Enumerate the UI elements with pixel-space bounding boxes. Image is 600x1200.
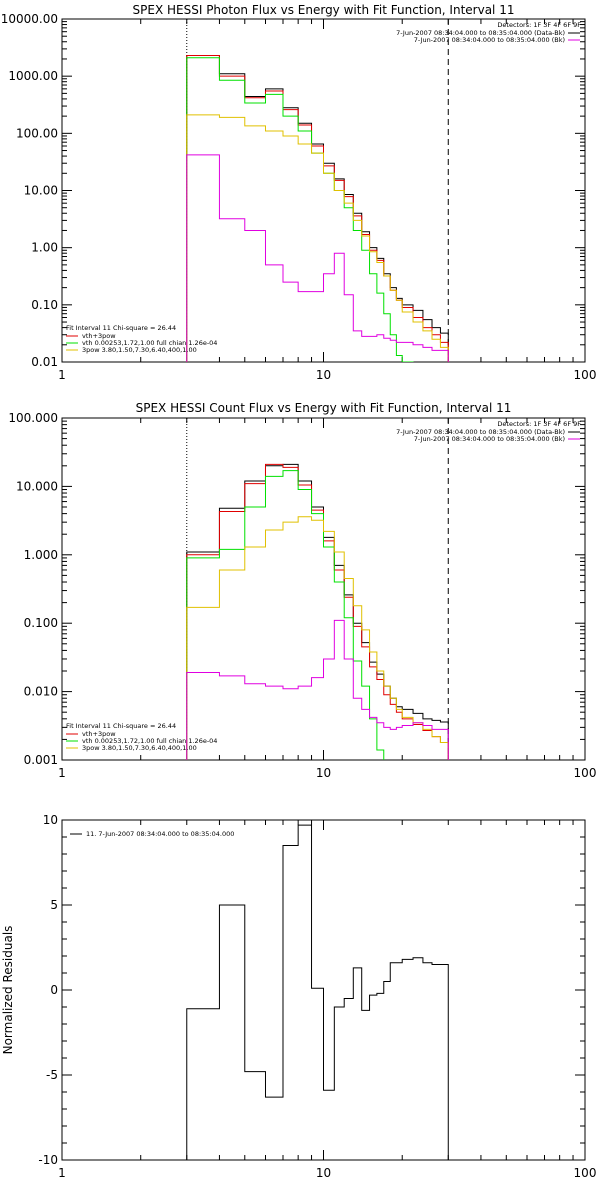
y-tick-label: 0.001	[24, 753, 58, 767]
y-tick-label: 0.100	[24, 616, 58, 630]
y-tick-label: 1.000	[24, 548, 58, 562]
legend-top-entry: 7-Jun-2007 08:34:04.000 to 08:35:04.000 …	[396, 29, 565, 37]
chart-panel-2: SPEX HESSI Count Flux vs Energy with Fit…	[8, 401, 597, 780]
legend-bottom-entry: vth+3pow	[82, 730, 116, 738]
chart-title: SPEX HESSI Photon Flux vs Energy with Fi…	[133, 3, 515, 17]
x-tick-label: 10	[316, 368, 331, 382]
y-tick-label: 1.00	[31, 241, 58, 255]
y-tick-label: -10	[38, 1153, 58, 1167]
legend-top-entry: 7-Jun-2007 08:34:04.000 to 08:35:04.000 …	[414, 36, 565, 44]
series-line-3	[186, 470, 449, 760]
y-tick-label: 10	[43, 813, 58, 827]
y-tick-label: 0	[50, 983, 58, 997]
y-tick-label: 100.000	[8, 411, 58, 425]
series-line-4	[186, 516, 449, 760]
series-line-1	[186, 54, 449, 362]
y-tick-label: 0.10	[31, 298, 58, 312]
legend-top-entry: 7-Jun-2007 08:34:04.000 to 08:35:04.000 …	[414, 435, 565, 443]
x-tick-label: 1	[58, 766, 66, 780]
x-tick-label: 1	[58, 368, 66, 382]
y-tick-label: 10.000	[16, 479, 58, 493]
series-line-5	[186, 154, 449, 362]
x-tick-label: 100	[574, 1166, 597, 1180]
chart-title: SPEX HESSI Count Flux vs Energy with Fit…	[136, 401, 512, 415]
y-tick-label: 1000.00	[8, 69, 58, 83]
detectors-label: Detectors: 1F 3F 4F 6F 9F	[497, 21, 581, 29]
y-tick-label: 10.00	[24, 184, 58, 198]
y-tick-label: 5	[50, 898, 58, 912]
chart-panel-1: SPEX HESSI Photon Flux vs Energy with Fi…	[1, 3, 597, 382]
legend-bottom-entry: vth 0.00253,1.72,1.00 full chian 1.26e-0…	[82, 737, 217, 745]
y-axis-label: Normalized Residuals	[1, 926, 15, 1055]
x-tick-label: 10	[316, 1166, 331, 1180]
legend-top-entry: 7-Jun-2007 08:34:04.000 to 08:35:04.000 …	[396, 428, 565, 436]
residuals-line	[186, 824, 449, 1160]
plot-frame	[61, 417, 586, 761]
y-tick-label: 0.01	[31, 355, 58, 369]
y-tick-label: -5	[46, 1068, 58, 1082]
y-tick-label: 0.010	[24, 685, 58, 699]
series-line-2	[186, 463, 449, 760]
detectors-label: Detectors: 1F 3F 4F 6F 9F	[497, 420, 581, 428]
legend-bottom-entry: vth 0.00253,1.72,1.00 full chian 1.26e-0…	[82, 339, 217, 347]
legend-bottom-entry: 3pow 3.80,1.50,7.30,6.40,400,1.00	[82, 346, 197, 354]
series-line-2	[186, 54, 449, 362]
chart-panel-3: 1 10 100 10 5 0 -5 -10 Normalized Residuals 11. 7…	[1, 813, 596, 1180]
legend-bottom-entry: vth+3pow	[82, 332, 116, 340]
x-tick-label: 100	[574, 766, 597, 780]
y-tick-label: 10000.00	[1, 12, 58, 26]
series-line-4	[186, 114, 449, 362]
legend-bottom-entry: 3pow 3.80,1.50,7.30,6.40,400,1.00	[82, 744, 197, 752]
fit-header: Fit Interval 11 Chi-square = 26.44	[66, 722, 176, 730]
plot-frame	[61, 18, 586, 363]
x-tick-label: 100	[574, 368, 597, 382]
y-tick-label: 100.00	[16, 126, 58, 140]
legend-entry: 11. 7-Jun-2007 08:34:04.000 to 08:35:04.…	[86, 830, 234, 838]
x-tick-label: 10	[316, 766, 331, 780]
x-tick-label: 1	[58, 1166, 66, 1180]
fit-header: Fit Interval 11 Chi-square = 26.44	[66, 324, 176, 332]
series-line-5	[186, 619, 449, 760]
